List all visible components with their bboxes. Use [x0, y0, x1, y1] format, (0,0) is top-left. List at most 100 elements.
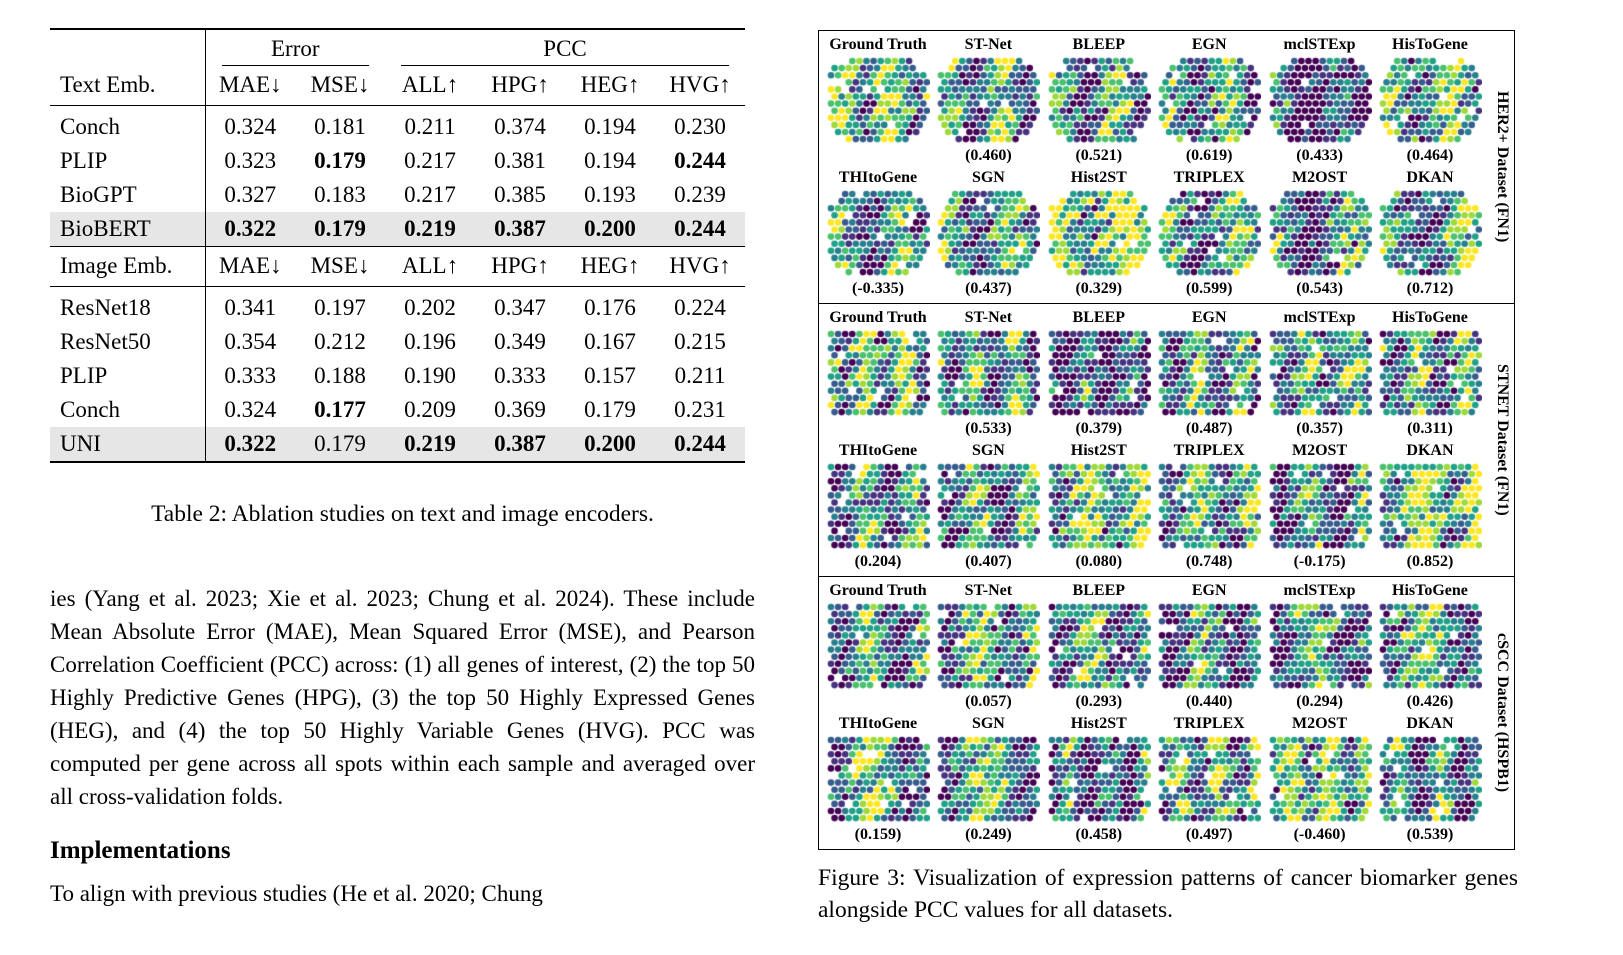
- method-label: HisToGene: [1392, 309, 1468, 326]
- expression-map-image: [826, 329, 930, 417]
- value-cell: 0.333: [494, 363, 546, 388]
- dataset-block-cscc: Ground Truth ST-Net (0.057) BLEEP (0.293) …: [819, 576, 1514, 849]
- panel-row: THItoGene (0.204) SGN (0.407) Hist2ST (0.08…: [824, 440, 1484, 573]
- figure-panel: DKAN (0.712): [1376, 167, 1484, 300]
- method-label: EGN: [1191, 36, 1227, 53]
- method-label: ST-Net: [964, 309, 1013, 326]
- figure-panel: ST-Net (0.057): [934, 580, 1042, 713]
- method-label: mclSTExp: [1283, 309, 1356, 326]
- figure-panel: TRIPLEX (0.599): [1155, 167, 1263, 300]
- value-cell: 0.217: [404, 182, 456, 207]
- value-cell: 0.333: [224, 363, 277, 388]
- value-cell: 0.323: [224, 148, 277, 173]
- table-row: Conch 0.324 0.181 0.211 0.374 0.194 0.23…: [50, 105, 745, 144]
- expression-map-image: [826, 602, 930, 690]
- value-cell: 0.349: [494, 329, 546, 354]
- value-cell: 0.183: [314, 182, 366, 207]
- col-header: MAE↓: [205, 66, 295, 106]
- figure-panel: DKAN (0.539): [1376, 713, 1484, 846]
- expression-map-image: [1157, 329, 1262, 417]
- value-cell: 0.224: [674, 295, 726, 320]
- expression-map-image: [1157, 462, 1262, 550]
- method-label: mclSTExp: [1283, 582, 1356, 599]
- expression-map-image: [1377, 462, 1482, 550]
- value-cell: 0.211: [404, 114, 456, 139]
- value-cell: 0.387: [475, 427, 565, 462]
- pcc-value: (0.204): [854, 553, 902, 570]
- expression-map-image: [1046, 189, 1151, 277]
- pcc-value: (0.426): [1406, 693, 1454, 710]
- value-cell: 0.212: [314, 329, 366, 354]
- figure-caption: Figure 3: Visualization of expression pa…: [818, 865, 1518, 923]
- expression-map-image: [1267, 735, 1372, 823]
- value-cell: 0.202: [404, 295, 456, 320]
- pcc-value: (0.357): [1296, 420, 1343, 437]
- value-cell: 0.327: [224, 182, 277, 207]
- figure-panel: ST-Net (0.533): [934, 307, 1042, 440]
- method-label: BLEEP: [1072, 36, 1126, 53]
- expression-map-image: [826, 735, 930, 823]
- pcc-value: (0.464): [1406, 147, 1454, 164]
- figure-panel: Ground Truth: [824, 307, 932, 440]
- value-cell: 0.385: [494, 182, 546, 207]
- pcc-value: (0.599): [1185, 280, 1233, 297]
- value-cell: 0.231: [674, 397, 726, 422]
- figure-panel: M2OST (-0.175): [1266, 440, 1374, 573]
- method-label: Hist2ST: [1070, 442, 1127, 459]
- value-cell: 0.181: [314, 114, 366, 139]
- value-cell: 0.188: [314, 363, 366, 388]
- table-group-header-row: Error PCC: [50, 29, 745, 66]
- method-label: BLEEP: [1072, 582, 1126, 599]
- value-cell: 0.193: [584, 182, 636, 207]
- pcc-value: (0.249): [965, 826, 1012, 843]
- pcc-value: (0.521): [1075, 147, 1123, 164]
- method-label: Ground Truth: [829, 36, 927, 53]
- figure-panel: TRIPLEX (0.497): [1155, 713, 1263, 846]
- pcc-value: (0.533): [965, 420, 1012, 437]
- col-header: ALL↑: [385, 66, 475, 106]
- panel-row: Ground Truth ST-Net (0.057) BLEEP (0.293) …: [824, 580, 1484, 713]
- figure-3: Ground Truth ST-Net (0.460) BLEEP (0.521) …: [818, 30, 1515, 850]
- pcc-value: (0.619): [1185, 147, 1233, 164]
- panel-row: THItoGene (0.159) SGN (0.249) Hist2ST (0.45…: [824, 713, 1484, 846]
- value-cell: 0.194: [584, 148, 636, 173]
- pcc-value: (0.329): [1075, 280, 1123, 297]
- figure-panel: M2OST (-0.460): [1266, 713, 1374, 846]
- expression-map-image: [1157, 56, 1262, 144]
- value-cell: 0.369: [494, 397, 546, 422]
- value-cell: 0.230: [674, 114, 726, 139]
- expression-map-image: [1377, 56, 1482, 144]
- table-row-highlighted: UNI 0.322 0.179 0.219 0.387 0.200 0.244: [50, 427, 746, 462]
- value-cell: 0.374: [494, 114, 546, 139]
- value-cell: 0.341: [224, 295, 277, 320]
- value-cell: 0.244: [655, 427, 746, 462]
- left-column: Error PCC Text Emb. MAE↓ MSE↓ ALL↑ HPG↑ …: [50, 28, 755, 910]
- panel-row: Ground Truth ST-Net (0.460) BLEEP (0.521) …: [824, 34, 1484, 167]
- expression-map-image: [936, 735, 1041, 823]
- col-header: HPG↑: [475, 66, 565, 106]
- value-cell: 0.217: [404, 148, 456, 173]
- method-label: HisToGene: [1392, 582, 1468, 599]
- col-header: HPG↑: [475, 246, 565, 287]
- dataset-side-label: STNET Dataset (FN1): [1494, 364, 1511, 516]
- method-label: SGN: [971, 715, 1005, 732]
- table-row: Conch 0.324 0.177 0.209 0.369 0.179 0.23…: [50, 393, 745, 427]
- expression-map-image: [1377, 189, 1482, 277]
- value-cell: 0.219: [385, 212, 475, 247]
- figure-panel: THItoGene (0.204): [824, 440, 932, 573]
- figure-panel: BLEEP (0.379): [1045, 307, 1153, 440]
- value-cell: 0.322: [205, 212, 295, 247]
- expression-map-image: [1046, 329, 1151, 417]
- figure-panel: EGN (0.487): [1155, 307, 1263, 440]
- value-cell: 0.179: [295, 427, 385, 462]
- table-row-highlighted: BioBERT 0.322 0.179 0.219 0.387 0.200 0.…: [50, 212, 746, 247]
- value-cell: 0.324: [224, 397, 277, 422]
- expression-map-image: [1046, 56, 1151, 144]
- pcc-value: (0.294): [1296, 693, 1343, 710]
- method-label: DKAN: [1406, 442, 1454, 459]
- col-header: ALL↑: [385, 246, 475, 287]
- table-row: PLIP 0.333 0.188 0.190 0.333 0.157 0.211: [50, 359, 745, 393]
- col-header: HVG↑: [655, 66, 746, 106]
- method-label: ST-Net: [964, 582, 1013, 599]
- figure-panel: EGN (0.440): [1155, 580, 1263, 713]
